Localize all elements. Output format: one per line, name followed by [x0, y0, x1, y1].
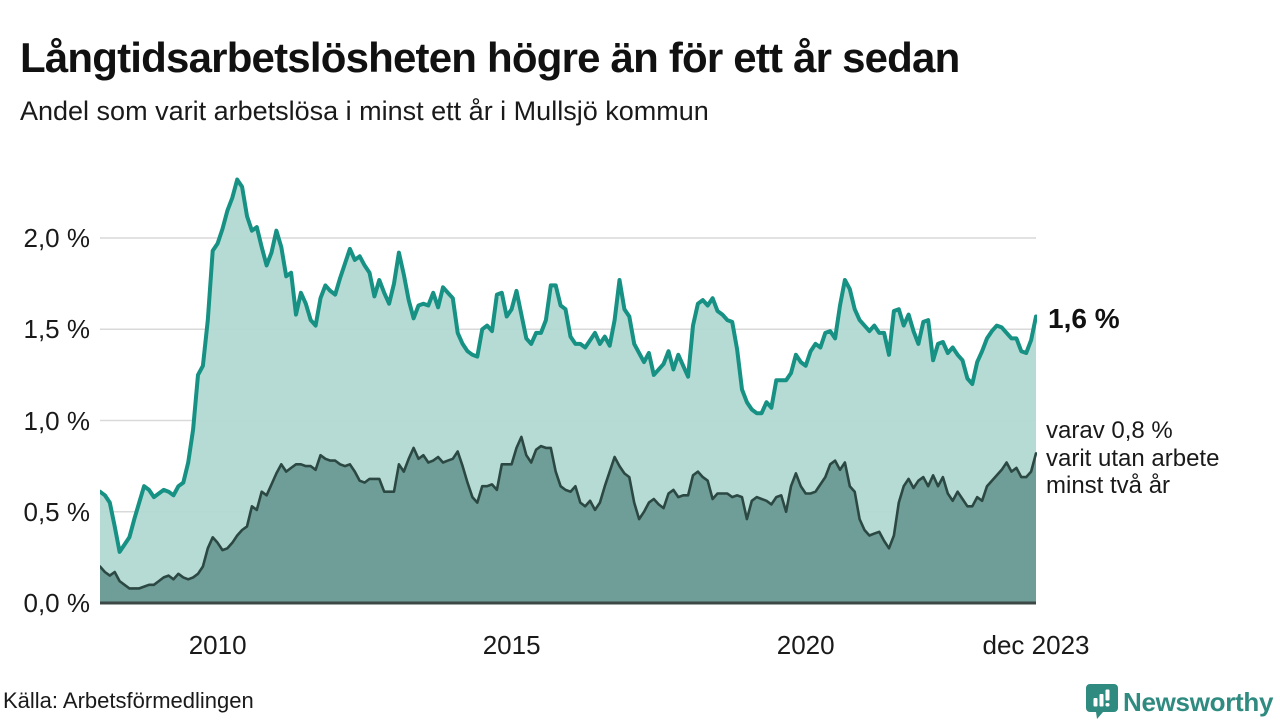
- y-tick-label: 1,0 %: [23, 405, 91, 436]
- x-tick-label: 2010: [188, 630, 247, 660]
- y-tick-label: 0,5 %: [23, 496, 91, 527]
- y-tick-label: 2,0 %: [23, 223, 91, 253]
- x-tick-label: dec 2023: [982, 630, 1090, 660]
- end-note-line: minst två år: [1046, 472, 1171, 499]
- source-attribution: Källa: Arbetsförmedlingen: [3, 688, 254, 713]
- end-note-line: varit utan arbete: [1046, 444, 1220, 472]
- x-tick-label: 2020: [776, 630, 835, 660]
- newsworthy-wordmark: Newsworthy: [1123, 687, 1274, 717]
- area-chart-plot: [100, 177, 1037, 605]
- x-tick-label: 2015: [482, 630, 541, 660]
- end-value-label: 1,6 %: [1048, 303, 1120, 334]
- y-tick-label: 0,0 %: [23, 588, 91, 618]
- y-tick-label: 1,5 %: [23, 314, 91, 345]
- newsworthy-logo-icon: [1086, 684, 1118, 719]
- chart-subtitle: Andel som varit arbetslösa i minst ett å…: [20, 96, 709, 126]
- page-title: Långtidsarbetslösheten högre än för ett …: [20, 34, 960, 82]
- end-note-line: varav 0,8 %: [1046, 417, 1173, 444]
- end-note-annotation: varav 0,8 % varit utan arbete minst två …: [1046, 417, 1219, 500]
